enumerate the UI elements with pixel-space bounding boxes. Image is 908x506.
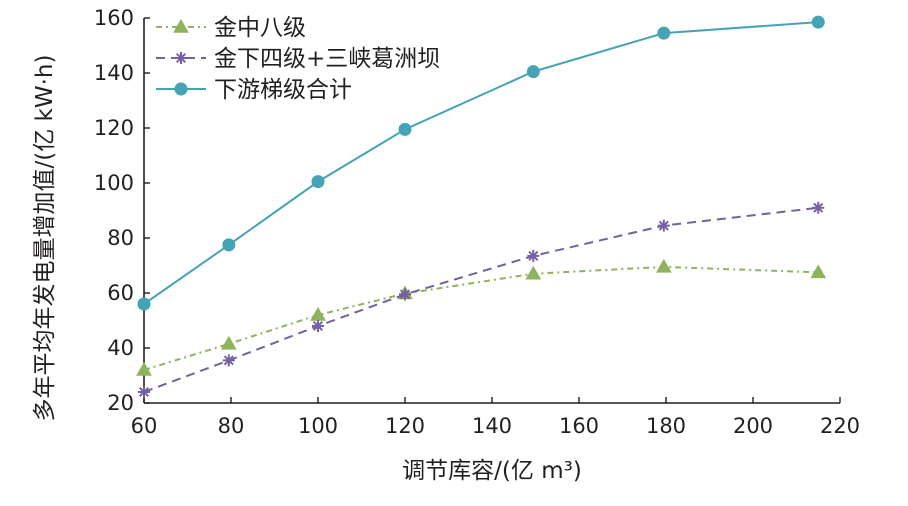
data-point <box>810 264 827 279</box>
legend-label: 下游梯级合计 <box>214 77 352 103</box>
series-line <box>143 206 819 393</box>
legend-item-2: 金下四级+三峡葛洲坝 <box>156 46 440 72</box>
x-axis-title: 调节库容/(亿 m³) <box>402 458 582 484</box>
y-tick-label: 100 <box>94 171 134 195</box>
legend-label: 金下四级+三峡葛洲坝 <box>214 46 440 72</box>
data-point <box>527 249 540 262</box>
data-point <box>138 386 150 398</box>
data-point <box>657 219 670 232</box>
plot-area <box>136 15 827 398</box>
x-tick-label: 120 <box>385 414 425 438</box>
x-tick-label: 160 <box>559 414 599 438</box>
y-tick-label: 140 <box>94 61 134 85</box>
y-tick-label: 120 <box>94 116 134 140</box>
x-tick-label: 140 <box>472 414 512 438</box>
data-point <box>811 15 825 29</box>
y-axis-title: 多年平均年发电量增加值/(亿 kW·h) <box>32 55 58 422</box>
data-point <box>812 201 825 214</box>
data-point <box>312 320 324 332</box>
data-point <box>525 265 542 280</box>
data-point <box>657 26 671 40</box>
data-point <box>526 65 540 79</box>
y-tick-label: 60 <box>107 281 134 305</box>
x-tick-label: 200 <box>733 414 773 438</box>
x-tick-label: 220 <box>820 414 860 438</box>
y-tick-label: 40 <box>107 336 134 360</box>
legend-marker <box>175 52 187 64</box>
data-point <box>222 238 236 252</box>
data-point <box>137 297 151 311</box>
x-tick-label: 180 <box>646 414 686 438</box>
data-point <box>398 122 412 136</box>
series-1 <box>136 258 827 376</box>
y-tick-label: 160 <box>94 6 134 30</box>
data-point <box>222 354 235 367</box>
series-3 <box>137 15 825 311</box>
data-point <box>399 288 411 301</box>
data-point <box>311 175 325 189</box>
legend-item-1: 金中八级 <box>156 15 306 41</box>
axes: 60 80 100 120 140 160 180 200 220 20 40 60 80 100 120 1… <box>94 6 860 438</box>
legend-label: 金中八级 <box>214 15 306 41</box>
legend-item-3: 下游梯级合计 <box>156 77 352 103</box>
x-tick-label: 80 <box>218 414 245 438</box>
x-tick-label: 100 <box>298 414 338 438</box>
x-tick-label: 60 <box>131 414 158 438</box>
data-point <box>136 361 152 376</box>
data-point <box>655 258 672 273</box>
series-2 <box>138 201 825 398</box>
y-tick-label: 80 <box>107 226 134 250</box>
y-tick-label: 20 <box>107 391 134 415</box>
data-point <box>220 335 237 350</box>
legend-marker <box>173 18 189 33</box>
legend-marker <box>174 82 188 96</box>
